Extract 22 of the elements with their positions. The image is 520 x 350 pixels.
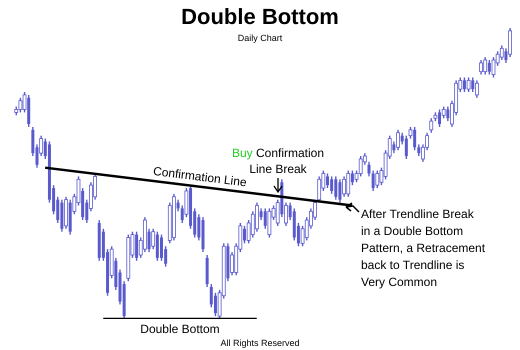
candlestick xyxy=(474,80,479,99)
text: Daily Chart xyxy=(238,33,283,43)
candlestick xyxy=(396,129,400,151)
chart-title: Double Bottom xyxy=(181,4,339,29)
candlestick xyxy=(160,234,163,262)
candlestick xyxy=(330,176,334,195)
candlestick xyxy=(479,59,483,76)
candlestick xyxy=(483,56,488,76)
candlestick xyxy=(18,97,22,114)
text: All Rights Reserved xyxy=(220,338,300,348)
candlestick xyxy=(267,208,272,238)
candlestick xyxy=(334,176,338,200)
candlestick xyxy=(358,155,363,178)
candlestick xyxy=(372,170,375,192)
candlestick xyxy=(326,172,329,189)
candlestick xyxy=(156,231,159,262)
candlestick xyxy=(375,170,380,189)
candlestick xyxy=(367,161,370,178)
series-label: Double Bottom xyxy=(140,322,220,336)
annotation: After Trendline Break in a Double Bottom Pattern, a Retracement back to Trendline is Very Common xyxy=(361,207,486,289)
candlestick xyxy=(466,76,470,93)
candlestick xyxy=(346,170,350,198)
